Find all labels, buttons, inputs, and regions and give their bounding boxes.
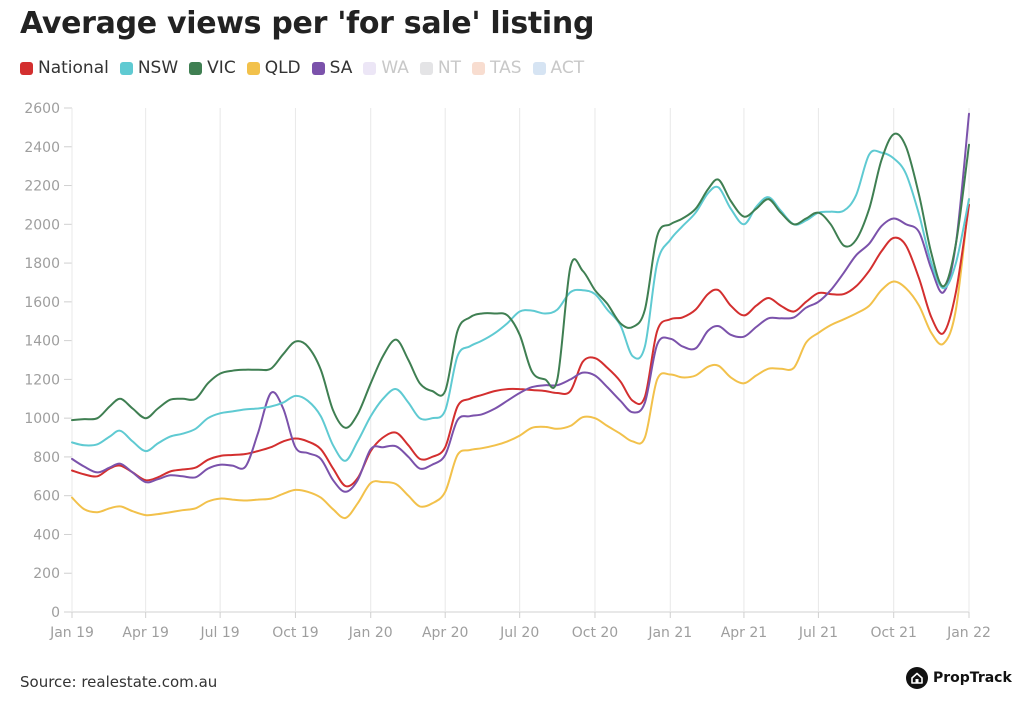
legend-swatch xyxy=(311,61,325,75)
legend-swatch xyxy=(189,61,203,75)
series-line-national xyxy=(71,203,970,488)
y-tick-label: 2200 xyxy=(24,179,60,195)
y-tick-label: 1200 xyxy=(24,372,60,388)
legend-item-act[interactable]: ACT xyxy=(532,58,585,78)
y-tick-label: 1000 xyxy=(24,411,60,427)
legend-item-national[interactable]: National xyxy=(20,58,109,78)
legend-swatch xyxy=(363,61,377,75)
x-tick-label: Jul 20 xyxy=(499,625,539,641)
y-tick-label: 1800 xyxy=(24,256,60,272)
x-tick-label: Jan 22 xyxy=(946,625,991,641)
legend-item-nt[interactable]: NT xyxy=(419,58,462,78)
x-tick-label: Oct 19 xyxy=(272,625,318,641)
house-icon xyxy=(906,667,928,689)
y-tick-label: 2400 xyxy=(24,140,60,156)
x-tick-label: Jan 19 xyxy=(49,625,94,641)
legend-item-sa[interactable]: SA xyxy=(311,58,353,78)
legend: National NSW VIC QLD SA WA NT TAS ACT xyxy=(20,58,595,78)
legend-swatch xyxy=(119,61,133,75)
x-tick-label: Apr 20 xyxy=(422,625,468,641)
legend-swatch xyxy=(472,61,486,75)
y-tick-label: 0 xyxy=(51,605,60,621)
brand-name: PropTrack xyxy=(933,670,1012,686)
legend-item-wa[interactable]: WA xyxy=(363,58,409,78)
x-tick-label: Jul 21 xyxy=(798,625,838,641)
source-note: Source: realestate.com.au xyxy=(20,673,218,691)
legend-label: QLD xyxy=(264,58,301,78)
legend-label: National xyxy=(38,58,109,78)
legend-item-qld[interactable]: QLD xyxy=(246,58,301,78)
legend-swatch xyxy=(419,61,433,75)
x-tick-label: Jan 20 xyxy=(348,625,393,641)
legend-label: NSW xyxy=(137,58,179,78)
y-tick-label: 600 xyxy=(33,489,60,505)
series-line-sa xyxy=(71,112,970,493)
legend-label: SA xyxy=(329,58,353,78)
x-tick-label: Apr 19 xyxy=(122,625,168,641)
y-tick-label: 1400 xyxy=(24,334,60,350)
series-line-qld xyxy=(71,198,970,520)
y-tick-label: 2600 xyxy=(24,101,60,117)
legend-swatch xyxy=(532,61,546,75)
legend-label: ACT xyxy=(550,58,585,78)
x-tick-label: Apr 21 xyxy=(721,625,767,641)
legend-label: NT xyxy=(437,58,462,78)
x-tick-label: Oct 20 xyxy=(572,625,618,641)
y-tick-label: 1600 xyxy=(24,295,60,311)
x-tick-label: Jul 19 xyxy=(200,625,240,641)
y-tick-label: 200 xyxy=(33,566,60,582)
legend-item-nsw[interactable]: NSW xyxy=(119,58,179,78)
legend-label: WA xyxy=(381,58,409,78)
chart-title: Average views per 'for sale' listing xyxy=(20,6,595,41)
x-tick-label: Oct 21 xyxy=(870,625,916,641)
legend-swatch xyxy=(246,61,260,75)
legend-item-vic[interactable]: VIC xyxy=(189,58,236,78)
y-tick-label: 2000 xyxy=(24,217,60,233)
y-tick-label: 800 xyxy=(33,450,60,466)
x-tick-label: Jan 21 xyxy=(647,625,692,641)
legend-label: TAS xyxy=(490,58,522,78)
series-line-nsw xyxy=(71,149,970,462)
y-tick-label: 400 xyxy=(33,527,60,543)
legend-label: VIC xyxy=(207,58,236,78)
legend-swatch xyxy=(20,61,33,75)
series-line-vic xyxy=(71,132,970,429)
brand: PropTrack xyxy=(906,667,1012,689)
legend-item-tas[interactable]: TAS xyxy=(472,58,522,78)
